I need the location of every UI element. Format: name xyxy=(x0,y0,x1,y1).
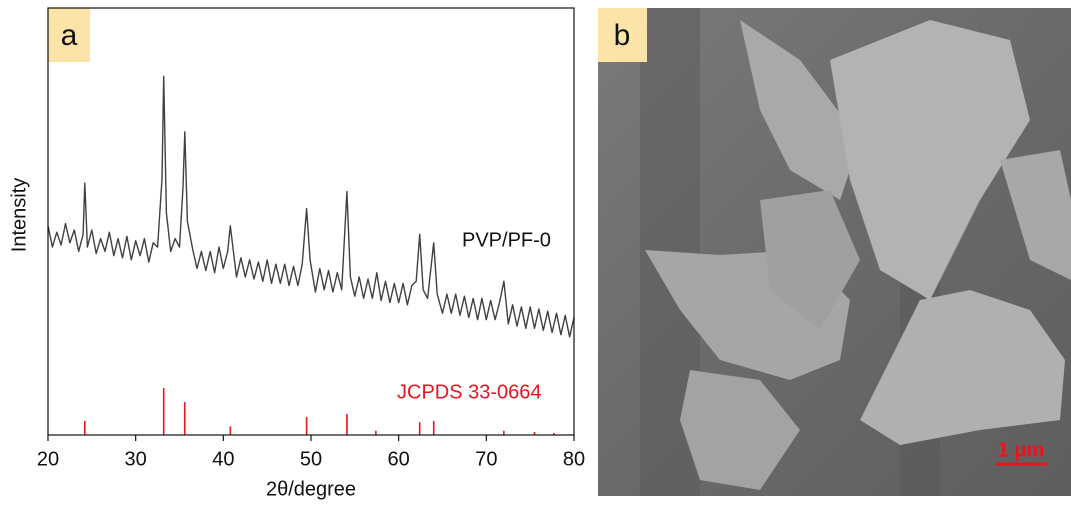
x-tick-label: 40 xyxy=(212,448,234,470)
x-axis-label: 2θ/degree xyxy=(266,478,356,500)
series-label: JCPDS 33-0664 xyxy=(397,381,542,403)
panel-label: a xyxy=(61,19,78,52)
sem-leaf xyxy=(760,190,860,330)
sem-leaf xyxy=(830,20,1030,300)
xrd-trace xyxy=(47,75,575,338)
sem-leaf xyxy=(1000,150,1071,280)
sem-leaf xyxy=(740,20,860,200)
x-tick-label: 30 xyxy=(125,448,147,470)
panel-label: b xyxy=(614,19,631,52)
sem-leaf xyxy=(860,290,1065,445)
plot-frame xyxy=(47,7,575,436)
x-tick-label: 60 xyxy=(388,448,410,470)
x-tick-label: 70 xyxy=(475,448,497,470)
x-tick-label: 80 xyxy=(563,448,585,470)
sem-panel: b 1 μm xyxy=(598,8,1071,496)
x-tick-label: 20 xyxy=(37,448,59,470)
panel-label-box xyxy=(48,8,90,62)
xrd-chart: a 2θ/degree Intensity PVP/PF-0 JCPDS 33-0… xyxy=(8,7,585,500)
scale-bar-label: 1 μm xyxy=(998,439,1045,461)
series-label: PVP/PF-0 xyxy=(462,229,551,251)
y-axis-label: Intensity xyxy=(8,178,30,252)
x-tick-label: 50 xyxy=(300,448,322,470)
panel-label-box xyxy=(598,8,647,62)
sem-leaf xyxy=(680,370,800,490)
